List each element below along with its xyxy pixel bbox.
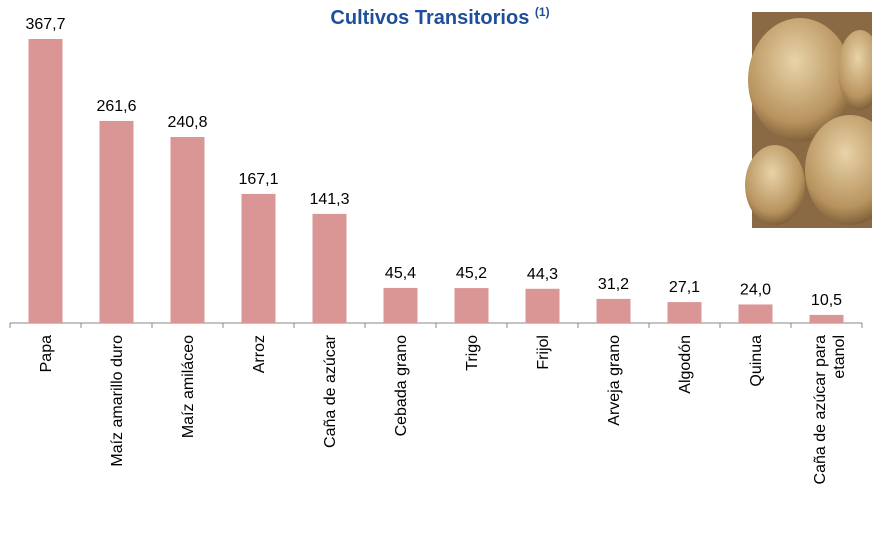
x-tick-label: Arroz — [251, 335, 268, 373]
potato-photo — [745, 12, 872, 228]
bar — [809, 314, 844, 323]
data-label: 141,3 — [309, 191, 349, 208]
x-tick-label: Algodón — [677, 335, 694, 394]
x-tick-label: Quinua — [748, 335, 765, 387]
bar — [667, 302, 702, 323]
data-label: 45,2 — [456, 265, 487, 282]
bar — [738, 304, 773, 323]
x-tick-label: Arveja grano — [606, 335, 623, 426]
data-label: 27,1 — [669, 279, 700, 296]
bar — [596, 298, 631, 323]
data-label: 240,8 — [167, 114, 207, 131]
bar — [28, 39, 63, 323]
label-line: etanol — [831, 335, 848, 379]
data-label: 10,5 — [811, 292, 842, 309]
data-label: 367,7 — [25, 16, 65, 33]
label-line: Caña de azúcar para — [812, 335, 829, 485]
bar — [241, 193, 276, 323]
bar — [99, 120, 134, 323]
data-label: 31,2 — [598, 276, 629, 293]
data-label: 45,4 — [385, 265, 416, 282]
x-tick-label: Trigo — [464, 335, 481, 371]
bar — [525, 288, 560, 323]
x-tick-label: Caña de azúcar para etanol — [812, 335, 848, 485]
bar — [170, 137, 205, 323]
bar — [454, 288, 489, 323]
x-tick-label: Cebada grano — [393, 335, 410, 437]
data-label: 44,3 — [527, 266, 558, 283]
x-tick-label: Caña de azúcar — [322, 334, 339, 448]
data-label: 167,1 — [238, 171, 278, 188]
title-note: (1) — [535, 5, 550, 19]
bar — [312, 213, 347, 323]
x-tick-label: Maíz amarillo duro — [109, 335, 126, 467]
bar — [383, 287, 418, 323]
x-tick-label: Frijol — [535, 335, 552, 370]
chart-title: Cultivos Transitorios (1) — [330, 5, 549, 29]
x-tick-label: Maíz amiláceo — [180, 335, 197, 438]
data-label: 24,0 — [740, 281, 771, 298]
x-tick-label: Papa — [38, 335, 55, 372]
title-text: Cultivos Transitorios — [330, 7, 529, 29]
data-label: 261,6 — [96, 98, 136, 115]
